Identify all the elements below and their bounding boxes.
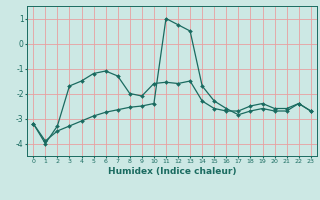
X-axis label: Humidex (Indice chaleur): Humidex (Indice chaleur): [108, 167, 236, 176]
